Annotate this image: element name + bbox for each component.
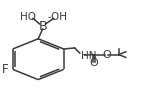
Text: F: F bbox=[2, 63, 8, 76]
Text: -OH: -OH bbox=[47, 12, 67, 22]
Text: O: O bbox=[90, 58, 98, 68]
Text: O: O bbox=[102, 50, 111, 60]
Text: HN: HN bbox=[80, 51, 96, 61]
Text: HO: HO bbox=[20, 12, 36, 22]
Text: B: B bbox=[38, 20, 47, 33]
